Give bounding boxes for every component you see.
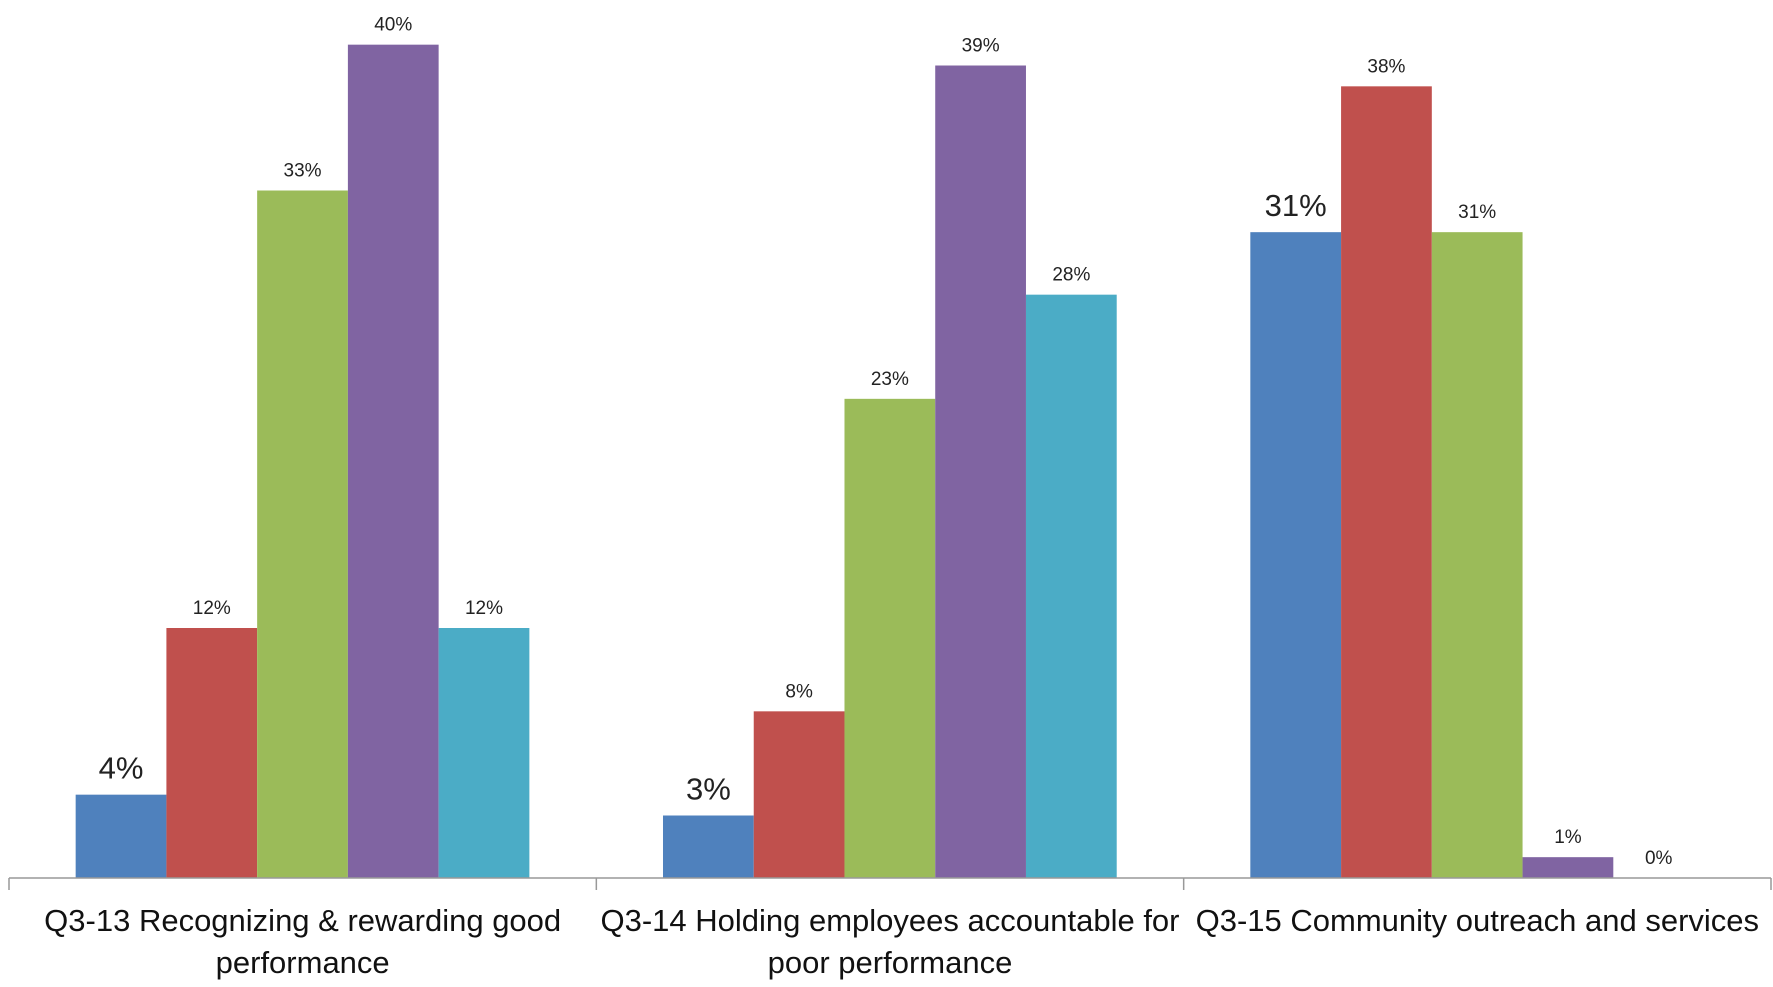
x-tick-label: Q3-15 Community outreach and services	[1195, 903, 1760, 938]
data-label: 39%	[962, 36, 1000, 57]
x-tick-label: Q3-14 Holding employees accountable for …	[600, 903, 1180, 980]
data-label: 3%	[686, 772, 731, 807]
bar	[1522, 857, 1614, 878]
bar	[75, 794, 167, 878]
data-label: 4%	[99, 751, 144, 786]
bar	[166, 628, 258, 878]
bar	[753, 711, 845, 878]
data-label: 0%	[1645, 848, 1673, 869]
bar	[347, 44, 439, 878]
bar	[1431, 232, 1523, 878]
data-label: 8%	[785, 681, 813, 702]
data-label: 38%	[1367, 56, 1405, 77]
data-label: 40%	[374, 15, 412, 36]
bar	[1341, 86, 1432, 879]
data-label: 28%	[1052, 265, 1090, 286]
bar	[935, 65, 1026, 878]
data-label: 12%	[193, 598, 231, 619]
bar	[1025, 294, 1117, 879]
data-label: 31%	[1458, 202, 1496, 223]
bar	[1250, 232, 1342, 878]
data-label: 12%	[465, 598, 503, 619]
data-label: 23%	[871, 369, 909, 390]
data-label: 31%	[1265, 188, 1327, 223]
bar	[844, 398, 936, 878]
bar	[438, 628, 530, 878]
x-tick-label: Q3-13 Recognizing & rewarding good perfo…	[44, 903, 562, 980]
bar	[257, 190, 348, 878]
data-label: 1%	[1554, 827, 1582, 848]
bar	[662, 815, 754, 878]
data-label: 33%	[284, 161, 322, 182]
